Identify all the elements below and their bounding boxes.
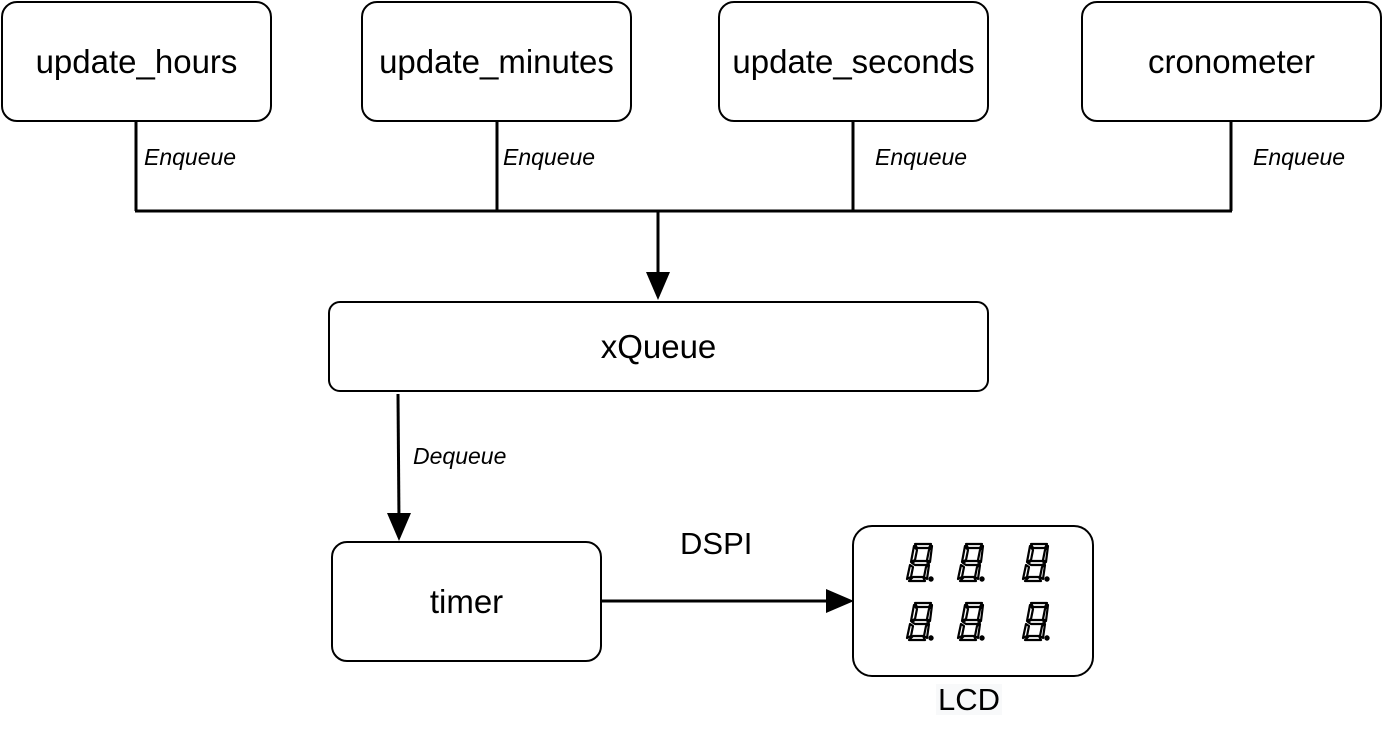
lcd-node — [852, 525, 1094, 677]
update-minutes-node: update_minutes — [361, 1, 632, 122]
seven-segment-digit-icon — [905, 601, 934, 642]
seven-segment-digit-icon — [956, 601, 985, 642]
seven-segment-digit-icon — [1021, 542, 1050, 583]
dequeue-line — [396, 393, 401, 524]
dspi-arrowhead — [826, 589, 854, 613]
update-seconds-label: update_seconds — [732, 42, 975, 80]
enqueue-label-minutes: Enqueue — [503, 144, 596, 170]
lcd-row-2 — [905, 601, 1050, 642]
lcd-seven-segment-display — [905, 542, 1050, 642]
seven-segment-digit-icon — [905, 542, 934, 583]
dequeue-label: Dequeue — [413, 443, 507, 469]
xqueue-label: xQueue — [600, 327, 717, 365]
dequeue-arrowhead — [387, 513, 411, 541]
update-minutes-label: update_minutes — [379, 42, 614, 80]
enqueue-label-cronometer: Enqueue — [1253, 144, 1346, 170]
lcd-row-1 — [905, 542, 1050, 583]
queue-input-arrowhead — [646, 272, 670, 300]
seven-segment-digit-icon — [1021, 601, 1050, 642]
xqueue-node: xQueue — [328, 301, 989, 392]
cronometer-node: cronometer — [1081, 1, 1382, 122]
cronometer-label: cronometer — [1148, 42, 1315, 80]
timer-node: timer — [331, 541, 602, 662]
timer-label: timer — [429, 582, 504, 620]
enqueue-label-hours: Enqueue — [144, 144, 237, 170]
seven-segment-digit-icon — [956, 542, 985, 583]
enqueue-label-seconds: Enqueue — [875, 144, 968, 170]
dspi-label: DSPI — [680, 526, 753, 561]
lcd-label: LCD — [936, 682, 1003, 717]
update-hours-label: update_hours — [35, 42, 238, 80]
update-hours-node: update_hours — [1, 1, 272, 122]
update-seconds-node: update_seconds — [718, 1, 989, 122]
